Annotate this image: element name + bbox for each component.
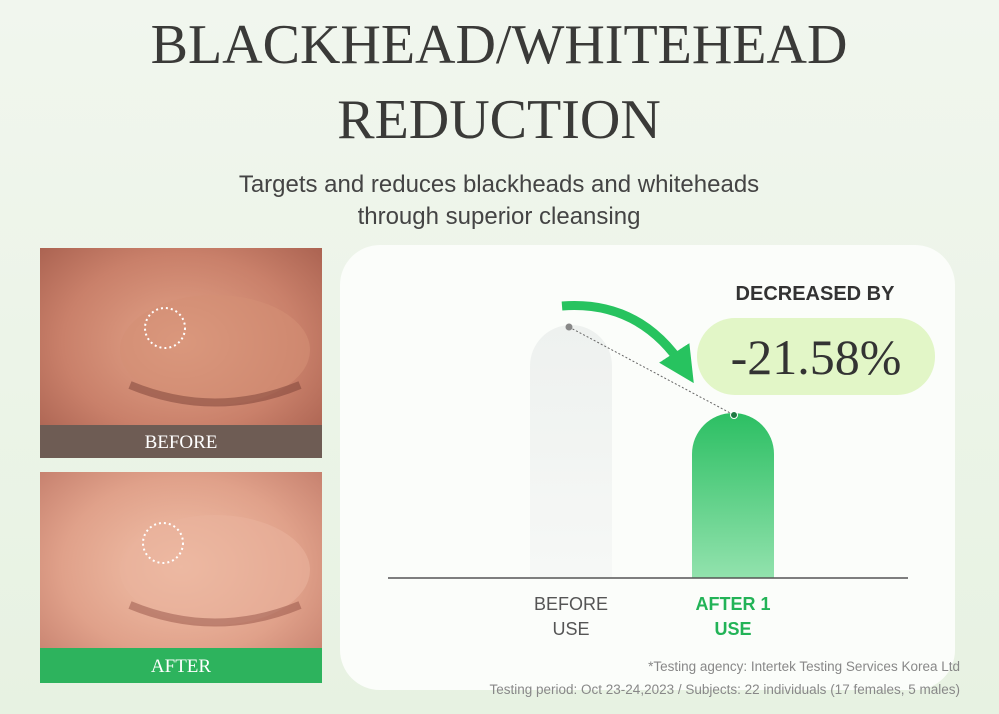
nose <box>120 295 310 405</box>
bar-label: USE <box>714 619 751 639</box>
result-heading: DECREASED BY <box>736 283 896 305</box>
nostril <box>128 381 302 407</box>
subtitle: Targets and reduces blackheads and white… <box>239 171 759 198</box>
footnote: Testing period: Oct 23-24,2023 / Subject… <box>489 682 960 697</box>
focus-circle <box>144 307 186 349</box>
after-photo: AFTER <box>40 472 322 683</box>
nostril <box>128 601 302 627</box>
before-photo: BEFORE <box>40 248 322 458</box>
focus-circle <box>142 522 184 564</box>
before-bar <box>530 325 612 578</box>
point <box>730 411 738 419</box>
point <box>565 323 573 331</box>
bar-label: USE <box>552 619 589 639</box>
label-bar <box>40 648 322 683</box>
subtitle: through superior cleansing <box>358 203 641 230</box>
title: REDUCTION <box>337 89 661 151</box>
photo-label: BEFORE <box>145 432 218 453</box>
photo-label: AFTER <box>151 656 212 677</box>
bar-label: AFTER 1 <box>695 594 770 614</box>
bar-label: BEFORE <box>534 594 608 614</box>
chart-panel <box>340 245 955 690</box>
nose <box>120 515 310 625</box>
after-bar <box>692 413 774 578</box>
title: BLACKHEAD/WHITEHEAD <box>151 14 848 76</box>
footnote: *Testing agency: Intertek Testing Servic… <box>648 659 960 674</box>
result-pill <box>697 318 935 395</box>
arrow <box>561 301 694 384</box>
result-value: -21.58% <box>731 329 902 385</box>
trend-line <box>568 326 735 416</box>
label-bar <box>40 425 322 458</box>
